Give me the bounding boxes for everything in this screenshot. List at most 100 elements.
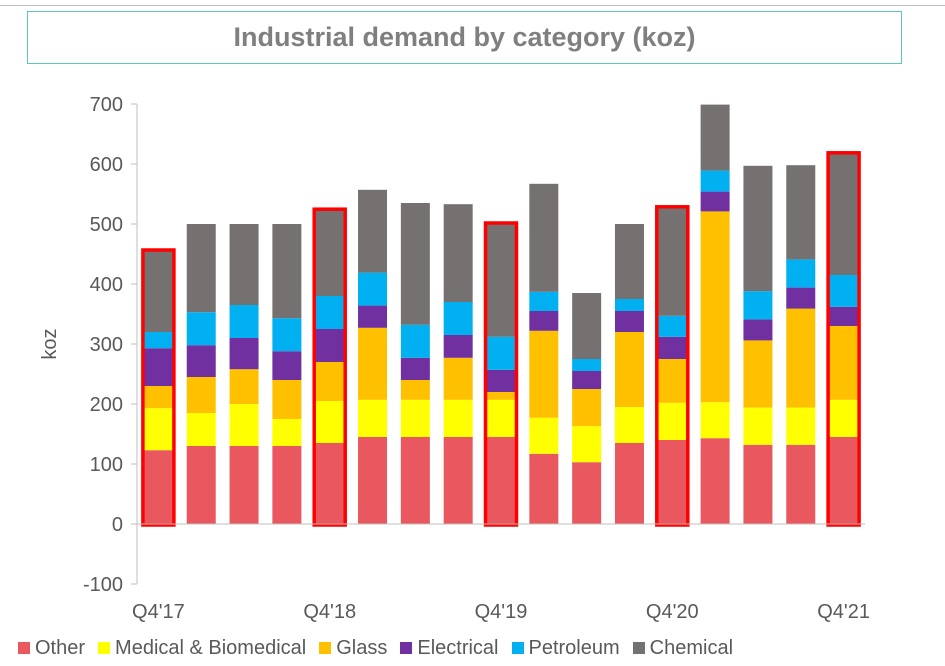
chart-title-box: Industrial demand by category (koz) xyxy=(27,11,902,64)
bar-segment-medical-biomedical xyxy=(272,419,302,446)
bar-segment-medical-biomedical xyxy=(743,407,773,445)
bar-segment-glass xyxy=(486,392,516,400)
bar-segment-chemical xyxy=(443,204,473,302)
bar-segment-chemical xyxy=(829,153,859,275)
y-tick-label: 700 xyxy=(90,94,123,116)
chart-legend: Other Medical & Biomedical Glass Electri… xyxy=(18,634,746,662)
bar-segment-medical-biomedical xyxy=(486,399,516,437)
bar-segment-other xyxy=(743,444,773,524)
y-tick-label: 200 xyxy=(90,394,123,416)
bar-segment-chemical xyxy=(400,203,430,325)
x-tick-label: Q4'20 xyxy=(646,601,699,623)
highlight-box xyxy=(312,207,347,527)
bar-segment-petroleum xyxy=(572,359,602,371)
y-tick-label: 100 xyxy=(90,454,123,476)
stacked-bar-chart: -100 0 100 200 300 400 500 600 700 koz Q4'17 Q4'18 Q… xyxy=(39,94,870,623)
bar-segment-chemical xyxy=(700,104,730,171)
bar-segment-electrical xyxy=(315,329,345,362)
bar-segment-petroleum xyxy=(443,302,473,335)
legend-item-glass: Glass xyxy=(319,637,387,660)
bar-segment-medical-biomedical xyxy=(614,407,644,443)
bar-segment-glass xyxy=(358,327,388,400)
bar-segment-other xyxy=(657,440,687,524)
x-tick-label: Q4'18 xyxy=(303,601,356,623)
bar-segment-petroleum xyxy=(529,291,559,311)
bar-segment-electrical xyxy=(572,371,602,389)
top-divider-line xyxy=(0,5,945,6)
bar-segment-medical-biomedical xyxy=(829,399,859,437)
bar-segment-other xyxy=(572,462,602,524)
bar-segment-other xyxy=(786,444,816,524)
bar-segment-electrical xyxy=(443,335,473,358)
bar-segment-other xyxy=(529,453,559,524)
bar-segment-petroleum xyxy=(315,296,345,329)
legend-swatch-medical xyxy=(98,642,111,654)
legend-item-petroleum: Petroleum xyxy=(511,636,620,660)
legend-swatch-electrical xyxy=(400,642,413,654)
bar-segment-electrical xyxy=(743,319,773,341)
bar-segment-chemical xyxy=(614,224,644,299)
bar-segment-glass xyxy=(657,359,687,403)
bar-segment-petroleum xyxy=(186,312,216,346)
legend-label-other: Other xyxy=(35,636,86,659)
y-tick-label: 300 xyxy=(90,334,123,356)
bar-segment-other xyxy=(443,437,473,524)
bar-segment-glass xyxy=(443,357,473,400)
bar-segment-chemical xyxy=(186,224,216,313)
legend-swatch-chemical xyxy=(632,642,645,654)
bar-segment-medical-biomedical xyxy=(443,399,473,437)
bar-segment-medical-biomedical xyxy=(229,404,259,446)
bar-segment-petroleum xyxy=(700,170,730,192)
bar-segment-chemical xyxy=(315,210,345,296)
x-tick-label: Q4'17 xyxy=(132,601,185,623)
bar-segment-chemical xyxy=(743,165,773,292)
legend-item-medical: Medical & Biomedical xyxy=(98,637,306,660)
bar-segment-petroleum xyxy=(400,324,430,358)
bar-segment-electrical xyxy=(272,351,302,380)
bar-segment-glass xyxy=(829,326,859,400)
bar-segment-electrical xyxy=(657,336,687,359)
bar-segment-chemical xyxy=(486,224,516,337)
bar-segment-other xyxy=(186,446,216,524)
legend-item-chemical: Chemical xyxy=(632,636,734,660)
y-tick-label: -100 xyxy=(83,574,123,596)
legend-item-other: Other xyxy=(18,637,85,660)
bar-segment-other xyxy=(358,437,388,524)
bar-segment-chemical xyxy=(529,183,559,292)
bar-segment-medical-biomedical xyxy=(143,408,173,451)
highlight-box xyxy=(141,248,176,527)
bar-segment-other xyxy=(614,443,644,524)
bar-segment-medical-biomedical xyxy=(786,407,816,445)
bar-segment-other xyxy=(143,450,173,524)
bar-segment-electrical xyxy=(186,345,216,377)
y-tick-label: 0 xyxy=(112,514,123,536)
bar-segment-electrical xyxy=(829,306,859,326)
highlight-box xyxy=(826,151,861,527)
bar-segment-chemical xyxy=(272,224,302,319)
bar-segment-electrical xyxy=(700,191,730,212)
bar-segment-other xyxy=(829,437,859,524)
bar-segment-petroleum xyxy=(657,315,687,337)
legend-label-petroleum: Petroleum xyxy=(528,636,620,659)
bar-segment-glass xyxy=(700,211,730,403)
bar-segment-other xyxy=(272,446,302,524)
bar-segment-other xyxy=(315,443,345,524)
legend-label-glass: Glass xyxy=(336,636,388,659)
y-tick-label: 400 xyxy=(90,274,123,296)
bar-segment-petroleum xyxy=(786,259,816,288)
legend-label-medical: Medical & Biomedical xyxy=(115,636,307,659)
bar-segment-other xyxy=(229,446,259,524)
legend-label-electrical: Electrical xyxy=(417,636,499,659)
bar-segment-chemical xyxy=(657,207,687,316)
bar-segment-medical-biomedical xyxy=(358,399,388,437)
bar-segment-medical-biomedical xyxy=(186,413,216,446)
legend-item-electrical: Electrical xyxy=(400,636,499,660)
bar-segment-electrical xyxy=(143,348,173,386)
y-axis-title: koz xyxy=(39,328,61,359)
bar-segment-glass xyxy=(400,380,430,400)
bar-segment-electrical xyxy=(400,357,430,380)
bar-segment-petroleum xyxy=(272,318,302,352)
bar-segment-medical-biomedical xyxy=(529,417,559,454)
bar-segment-medical-biomedical xyxy=(572,426,602,463)
legend-label-chemical: Chemical xyxy=(649,636,734,659)
